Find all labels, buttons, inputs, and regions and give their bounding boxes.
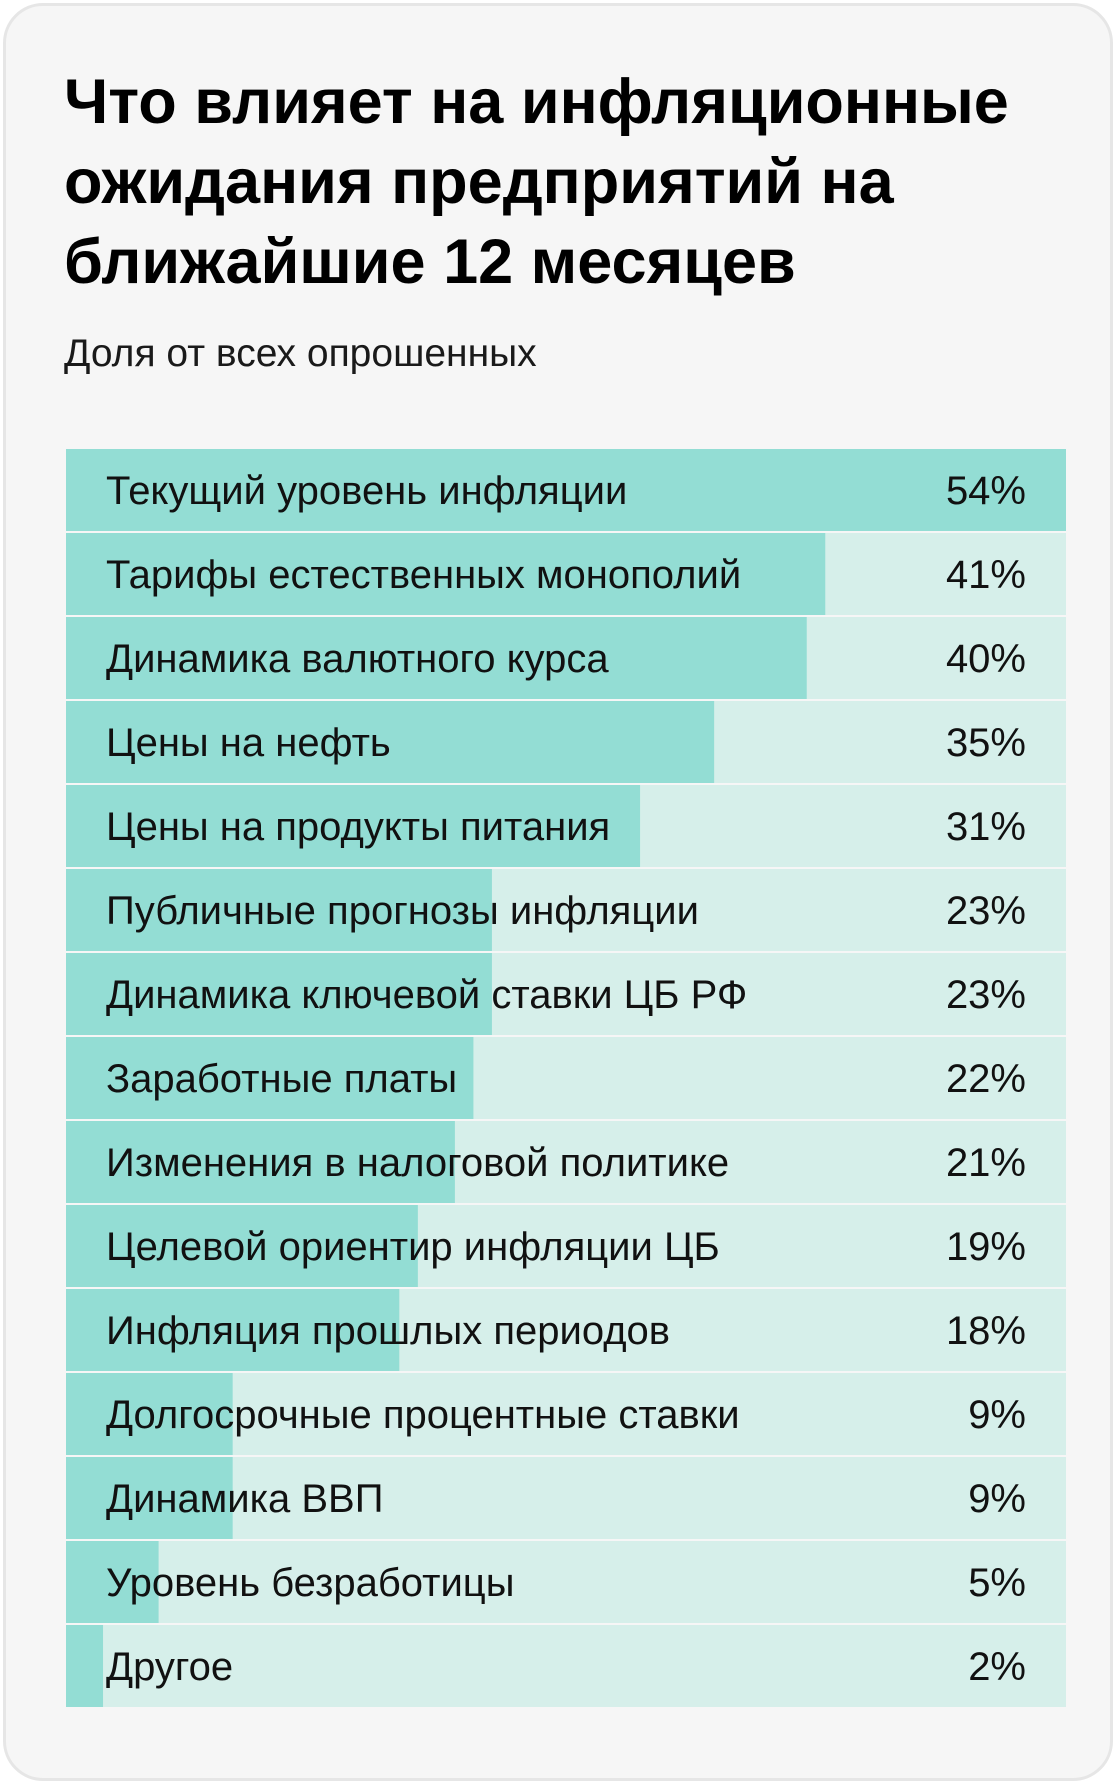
- value-label: 41%: [946, 553, 1026, 597]
- bar-row: Цены на продукты питания 31%: [66, 785, 1066, 867]
- value-label: 5%: [968, 1561, 1026, 1605]
- bar-row: Динамика валютного курса 40%: [66, 617, 1066, 699]
- category-label: Изменения в налоговой политике: [106, 1141, 729, 1185]
- bar-row: Долгосрочные процентные ставки 9%: [66, 1373, 1066, 1455]
- value-label: 40%: [946, 637, 1026, 681]
- category-label: Публичные прогнозы инфляции: [106, 889, 699, 933]
- value-label: 9%: [968, 1393, 1026, 1437]
- bar: [66, 1373, 233, 1455]
- category-label: Другое: [106, 1645, 233, 1689]
- bar-row: Изменения в налоговой политике 21%: [66, 1121, 1066, 1203]
- bar: [66, 1121, 455, 1203]
- category-label: Динамика ключевой ставки ЦБ РФ: [106, 973, 747, 1017]
- value-label: 35%: [946, 721, 1026, 765]
- bar-chart: Текущий уровень инфляции 54% Тарифы естест…: [66, 449, 1066, 1707]
- value-label: 31%: [946, 805, 1026, 849]
- bar-row: Публичные прогнозы инфляции 23%: [66, 869, 1066, 951]
- bar-row: Цены на нефть 35%: [66, 701, 1066, 783]
- category-label: Целевой ориентир инфляции ЦБ: [106, 1225, 720, 1269]
- bar: [66, 533, 826, 615]
- bar: [66, 1289, 400, 1371]
- bar: [66, 1625, 104, 1707]
- bar: [66, 869, 492, 951]
- bar: [66, 617, 807, 699]
- category-label: Инфляция прошлых периодов: [106, 1309, 670, 1353]
- bar-row: Другое 2%: [66, 1625, 1066, 1707]
- bar-row: Заработные платы 22%: [66, 1037, 1066, 1119]
- value-label: 2%: [968, 1645, 1026, 1689]
- bar: [66, 785, 641, 867]
- chart-title: Что влияет на инфляционные ожидания пред…: [64, 67, 1009, 297]
- bar-row: Тарифы естественных монополий 41%: [66, 533, 1066, 615]
- category-label: Уровень безработицы: [106, 1561, 514, 1605]
- category-label: Тарифы естественных монополий: [106, 553, 741, 597]
- value-label: 23%: [946, 973, 1026, 1017]
- value-label: 22%: [946, 1057, 1026, 1101]
- value-label: 18%: [946, 1309, 1026, 1353]
- bar-row: Текущий уровень инфляции 54%: [66, 449, 1066, 531]
- category-label: Динамика ВВП: [106, 1477, 383, 1521]
- bar: [66, 701, 715, 783]
- bar-row: Инфляция прошлых периодов 18%: [66, 1289, 1066, 1371]
- bar-track: [66, 1541, 1066, 1623]
- value-label: 54%: [946, 469, 1026, 513]
- category-label: Цены на нефть: [106, 721, 391, 765]
- bar-row: Целевой ориентир инфляции ЦБ 19%: [66, 1205, 1066, 1287]
- bar-row: Динамика ключевой ставки ЦБ РФ 23%: [66, 953, 1066, 1035]
- value-label: 23%: [946, 889, 1026, 933]
- category-label: Долгосрочные процентные ставки: [106, 1393, 740, 1437]
- category-label: Заработные платы: [106, 1057, 457, 1101]
- value-label: 9%: [968, 1477, 1026, 1521]
- bar-row: Уровень безработицы 5%: [66, 1541, 1066, 1623]
- category-label: Цены на продукты питания: [106, 805, 610, 849]
- bar: [66, 449, 1066, 531]
- value-label: 19%: [946, 1225, 1026, 1269]
- bar: [66, 1205, 418, 1287]
- chart-subtitle: Доля от всех опрошенных: [64, 332, 537, 375]
- category-label: Текущий уровень инфляции: [106, 469, 627, 513]
- category-label: Динамика валютного курса: [106, 637, 609, 681]
- bar-row: Динамика ВВП 9%: [66, 1457, 1066, 1539]
- bar-track: [66, 1625, 1066, 1707]
- bar: [66, 1457, 233, 1539]
- bar: [66, 1037, 474, 1119]
- bar: [66, 953, 492, 1035]
- chart-card: Что влияет на инфляционные ожидания пред…: [3, 3, 1113, 1781]
- bar: [66, 1541, 159, 1623]
- value-label: 21%: [946, 1141, 1026, 1185]
